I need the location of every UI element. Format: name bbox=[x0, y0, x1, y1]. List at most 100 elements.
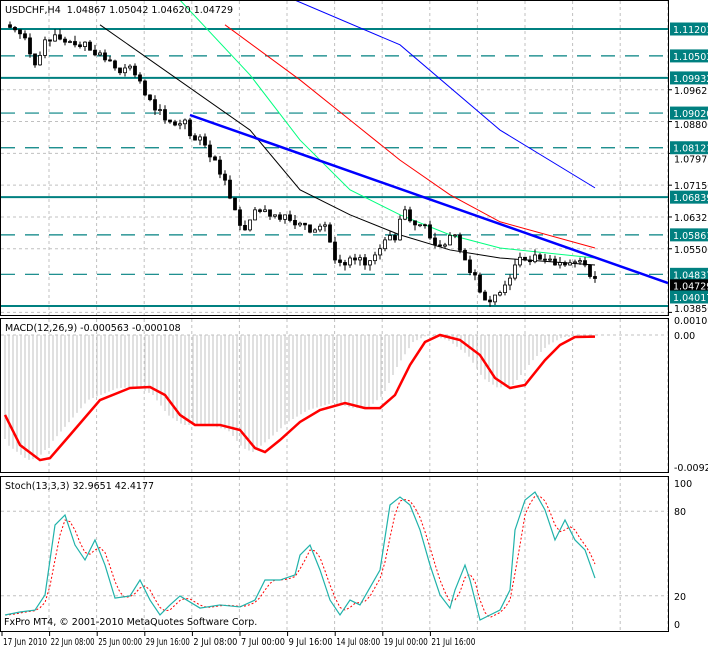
bull-candle bbox=[98, 52, 102, 56]
bull-candle bbox=[178, 123, 182, 126]
bull-candle bbox=[388, 235, 392, 241]
time-tick-label: 9 Jul 16:00 bbox=[289, 637, 333, 648]
bear-candle bbox=[118, 67, 122, 74]
bull-candle bbox=[68, 41, 72, 43]
stoch-tick-label: 0 bbox=[674, 620, 680, 631]
bear-candle bbox=[243, 225, 247, 231]
time-tick-label: 19 Jul 00:00 bbox=[384, 637, 428, 648]
bear-candle bbox=[8, 24, 12, 28]
bear-candle bbox=[353, 257, 357, 261]
bull-candle bbox=[38, 55, 42, 66]
bear-candle bbox=[428, 224, 432, 239]
level-price-label: 1.04017 bbox=[673, 293, 708, 304]
bear-candle bbox=[233, 197, 237, 211]
bull-candle bbox=[83, 41, 87, 47]
level-price-badge bbox=[670, 228, 708, 242]
bull-candle bbox=[358, 257, 362, 261]
bear-candle bbox=[238, 209, 242, 226]
bear-candle bbox=[433, 237, 437, 246]
bull-candle bbox=[503, 284, 507, 293]
bear-candle bbox=[463, 249, 467, 261]
bull-candle bbox=[253, 209, 257, 221]
bear-candle bbox=[333, 241, 337, 261]
bear-candle bbox=[218, 159, 222, 175]
bull-candle bbox=[448, 234, 452, 246]
bear-candle bbox=[78, 44, 82, 47]
level-price-badge bbox=[670, 267, 708, 281]
bear-candle bbox=[18, 29, 22, 35]
bear-candle bbox=[33, 53, 37, 66]
bull-candle bbox=[558, 262, 562, 266]
bear-candle bbox=[328, 224, 332, 243]
time-tick-label: 29 Jun 16:00 bbox=[146, 637, 190, 648]
time-tick-label: 2 Jul 08:00 bbox=[193, 637, 237, 648]
bear-candle bbox=[23, 33, 27, 39]
bull-candle bbox=[578, 260, 582, 263]
level-price-label: 1.09020 bbox=[673, 109, 708, 120]
macd-signal-line bbox=[3, 333, 596, 462]
bear-candle bbox=[58, 34, 62, 40]
trendline bbox=[189, 113, 669, 285]
stoch-panel-border bbox=[0, 476, 669, 632]
bull-candle bbox=[533, 254, 537, 263]
price-panel[interactable] bbox=[1, 0, 669, 307]
bull-candle bbox=[298, 222, 302, 226]
bull-candle bbox=[283, 214, 287, 220]
bull-candle bbox=[398, 218, 402, 241]
bear-candle bbox=[538, 254, 542, 260]
bear-candle bbox=[523, 256, 527, 261]
bear-candle bbox=[288, 214, 292, 221]
bear-candle bbox=[478, 274, 482, 293]
bull-candle bbox=[53, 34, 57, 42]
bull-candle bbox=[248, 219, 252, 231]
bull-candle bbox=[263, 209, 267, 212]
bear-candle bbox=[303, 222, 307, 226]
moving-average-line bbox=[224, 24, 596, 249]
level-price-label: 1.04837 bbox=[673, 270, 708, 281]
bear-candle bbox=[438, 244, 442, 247]
bear-candle bbox=[293, 220, 297, 226]
bull-candle bbox=[453, 234, 457, 237]
bull-candle bbox=[368, 260, 372, 266]
bull-candle bbox=[378, 248, 382, 256]
time-tick-label: 25 Jun 00:00 bbox=[98, 637, 142, 648]
macd-tick-label: -0.00922 bbox=[674, 463, 708, 474]
stoch-tick-label: 20 bbox=[674, 592, 686, 603]
bull-candle bbox=[518, 256, 522, 266]
bull-candle bbox=[508, 277, 512, 286]
grid-lines bbox=[1, 1, 669, 631]
bull-candle bbox=[498, 292, 502, 296]
macd-tick-label: 0.00108 bbox=[674, 316, 708, 327]
moving-average-line bbox=[99, 24, 596, 266]
bear-candle bbox=[223, 173, 227, 181]
bull-candle bbox=[513, 264, 517, 279]
stoch-tick-label: 80 bbox=[674, 507, 686, 518]
level-price-label: 1.09932 bbox=[673, 74, 708, 85]
bull-candle bbox=[198, 136, 202, 141]
bear-candle bbox=[268, 209, 272, 217]
copyright-text: FxPro MT4, © 2001-2010 MetaQuotes Softwa… bbox=[4, 617, 257, 628]
time-tick-label: 21 Jul 16:00 bbox=[431, 637, 475, 648]
bear-candle bbox=[103, 52, 107, 61]
bull-candle bbox=[158, 109, 162, 111]
bull-candle bbox=[128, 65, 132, 69]
moving-average-line bbox=[179, 0, 596, 259]
bear-candle bbox=[393, 235, 397, 241]
bear-candle bbox=[583, 260, 587, 266]
bear-candle bbox=[213, 156, 217, 161]
bear-candle bbox=[28, 37, 32, 55]
macd-panel[interactable] bbox=[1, 333, 668, 462]
level-price-badge bbox=[670, 290, 708, 304]
stoch-panel[interactable] bbox=[1, 491, 668, 621]
bear-candle bbox=[163, 109, 167, 121]
moving-average-line bbox=[294, 0, 596, 189]
bull-candle bbox=[183, 119, 187, 125]
price-panel-border bbox=[0, 0, 669, 316]
macd-header: MACD(12,26,9) -0.000563 -0.000108 bbox=[5, 323, 181, 334]
level-price-badge bbox=[670, 22, 708, 36]
bear-candle bbox=[228, 179, 232, 199]
